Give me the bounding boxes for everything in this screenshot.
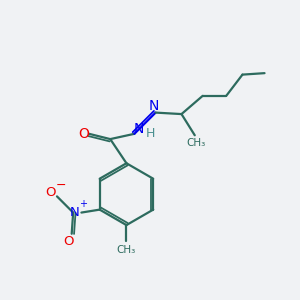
Text: O: O	[63, 235, 74, 248]
Text: O: O	[78, 127, 89, 141]
Text: N: N	[134, 122, 144, 136]
Text: H: H	[146, 127, 155, 140]
Text: +: +	[79, 199, 87, 209]
Text: CH₃: CH₃	[187, 138, 206, 148]
Text: N: N	[70, 206, 80, 219]
Text: N: N	[149, 99, 159, 113]
Text: −: −	[55, 179, 66, 192]
Text: O: O	[45, 186, 56, 199]
Text: CH₃: CH₃	[117, 244, 136, 254]
